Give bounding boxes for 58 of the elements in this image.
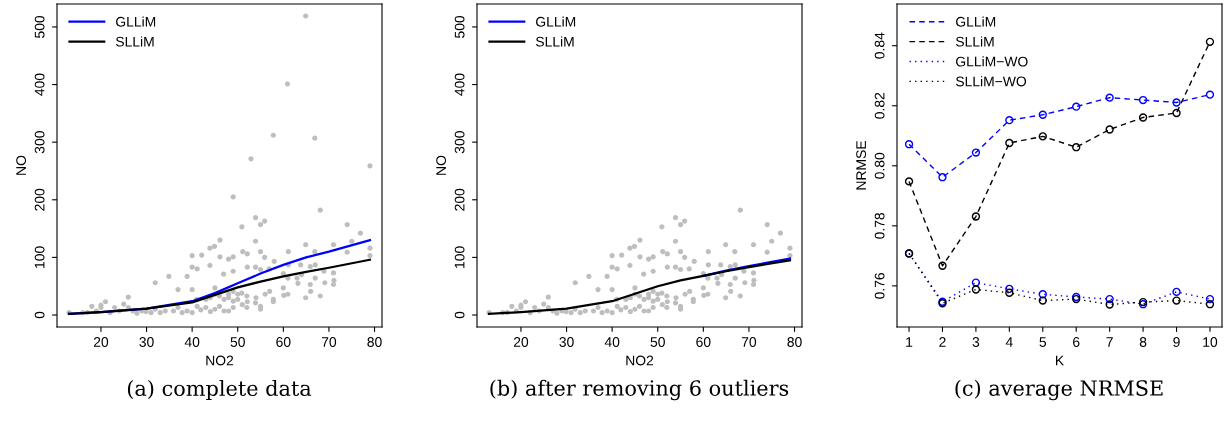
x-tick-label: 70 <box>741 337 757 347</box>
x-axis-title: NO2 <box>626 355 654 366</box>
legend-label: SLLiM <box>955 36 994 47</box>
x-tick-label: 4 <box>1005 337 1013 347</box>
y-tick-label: 500 <box>454 15 465 38</box>
x-tick-label: 20 <box>93 337 109 347</box>
y-axis-title: NO <box>436 155 447 175</box>
legend-label: SLLiM <box>535 36 574 47</box>
x-tick-label: 7 <box>1106 337 1113 347</box>
y-tick-label: 200 <box>34 188 45 211</box>
x-tick-label: 20 <box>513 337 529 347</box>
x-tick-label: 60 <box>696 337 711 347</box>
y-tick-label: 200 <box>454 188 465 211</box>
y-tick-label: 0.80 <box>874 152 885 179</box>
y-tick-label: 300 <box>34 131 45 154</box>
x-tick-label: 80 <box>787 337 802 347</box>
y-tick-label: 100 <box>454 246 465 268</box>
text: (c) average NRMSE <box>955 379 1163 401</box>
x-tick-label: 70 <box>321 337 337 347</box>
x-axis-title: K <box>1056 355 1064 366</box>
x-tick-label: 40 <box>604 337 620 347</box>
y-tick-label: 100 <box>34 246 45 268</box>
legend-label: GLLiM <box>956 16 996 27</box>
legend-label: GLLiM <box>536 16 576 27</box>
y-tick-label: 300 <box>454 131 465 154</box>
x-tick-label: 8 <box>1139 337 1147 347</box>
x-axis-title: NO2 <box>206 355 234 366</box>
y-axis-title: NO <box>16 155 27 175</box>
legend-label: GLLiM <box>116 16 156 27</box>
legend-label: SLLiM <box>115 36 154 47</box>
x-tick-label: 60 <box>276 337 291 347</box>
y-tick-label: 400 <box>34 73 45 96</box>
text: (b) after removing 6 outliers <box>490 379 789 401</box>
x-tick-label: 40 <box>184 337 200 347</box>
x-tick-label: 50 <box>230 337 245 347</box>
legend-label: GLLiM−WO <box>956 56 1028 67</box>
x-tick-label: 1 <box>906 337 913 347</box>
y-tick-label: 0 <box>454 311 465 319</box>
x-tick-label: 30 <box>559 337 574 347</box>
x-tick-label: 50 <box>650 337 665 347</box>
text: (a) complete data <box>127 379 312 401</box>
y-tick-label: 0.78 <box>874 212 885 239</box>
y-tick-label: 0.76 <box>874 272 885 299</box>
x-tick-label: 6 <box>1073 337 1080 347</box>
x-tick-label: 9 <box>1173 337 1180 347</box>
x-tick-label: 10 <box>1203 337 1218 347</box>
y-tick-label: 400 <box>454 73 465 96</box>
x-tick-label: 5 <box>1039 337 1047 347</box>
x-tick-label: 2 <box>939 337 946 347</box>
y-tick-label: 0.84 <box>874 32 885 59</box>
y-tick-label: 500 <box>34 15 45 38</box>
x-tick-label: 3 <box>972 337 980 347</box>
legend-label: SLLiM−WO <box>955 76 1027 87</box>
x-tick-label: 30 <box>139 337 154 347</box>
x-tick-label: 80 <box>367 337 382 347</box>
y-axis-title: NRMSE <box>856 141 867 190</box>
y-tick-label: 0 <box>34 311 45 319</box>
y-tick-label: 0.82 <box>874 92 885 119</box>
